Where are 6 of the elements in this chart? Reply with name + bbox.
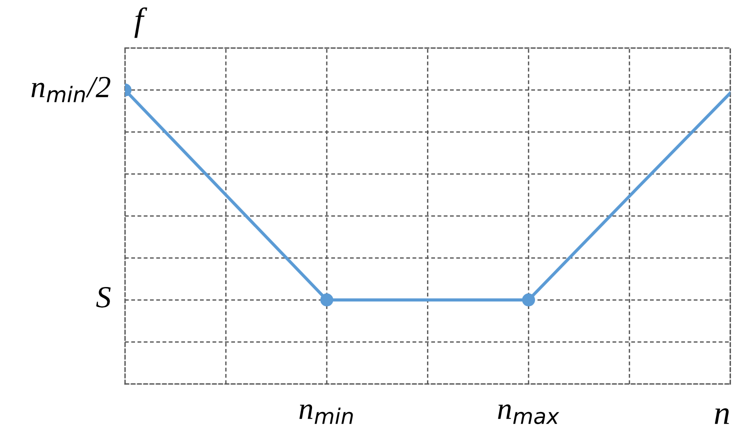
x-tick-label: n$_{min}$	[299, 404, 353, 424]
x-axis-title: n	[714, 408, 729, 424]
text: S	[96, 287, 111, 308]
x-tick-label: n$_{max}$	[498, 404, 560, 424]
text: n$_{min}$/2	[32, 76, 110, 102]
y-axis-title: f	[134, 7, 148, 38]
